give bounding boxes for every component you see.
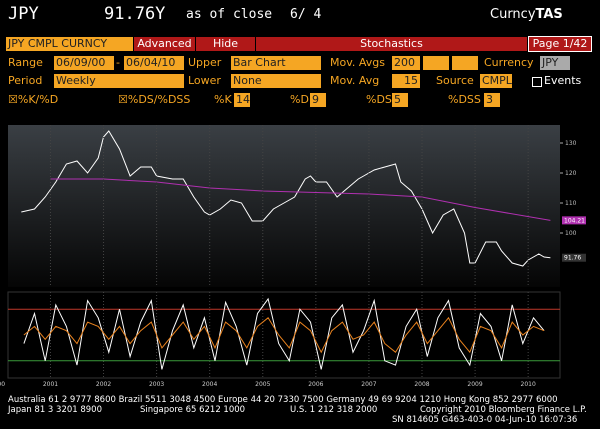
label: %DS <box>366 93 392 106</box>
x-tick-label: 2001 <box>43 381 58 388</box>
security[interactable]: JPY CMPL CURNCY <box>6 37 133 51</box>
label: - <box>116 56 120 69</box>
as-of: as of close <box>186 7 273 22</box>
y-tick-label: 110 <box>565 200 577 207</box>
y-tick-label: 130 <box>565 140 577 147</box>
x-tick-label: 2002 <box>96 381 111 388</box>
study-name: Stochastics <box>256 37 527 51</box>
x-tick-label: 2004 <box>202 381 217 388</box>
x-tick-label: 2010 <box>521 381 536 388</box>
label: %D <box>290 93 309 106</box>
y-tick-label: 100 <box>565 230 577 237</box>
x-tick-label: 2007 <box>361 381 376 388</box>
last-value-label: 104.21 <box>564 217 585 224</box>
label: Currency <box>484 56 534 69</box>
field[interactable]: 3 <box>484 93 500 107</box>
x-tick-label: 2008 <box>414 381 429 388</box>
checkbox[interactable] <box>532 77 542 87</box>
field[interactable]: 14 <box>234 93 250 107</box>
label: Source <box>436 74 474 87</box>
footer: Singapore 65 6212 1000 <box>140 405 246 415</box>
date: 6/ 4 <box>290 7 322 22</box>
label: Events <box>544 74 582 87</box>
field[interactable]: None <box>231 74 321 88</box>
ticker: JPY <box>8 4 39 24</box>
x-tick-label: 2000 <box>0 381 5 388</box>
field[interactable]: 5 <box>392 93 408 107</box>
y-tick-label: 120 <box>565 170 577 177</box>
price-panel <box>8 125 560 287</box>
series-line <box>21 130 551 267</box>
function: CurncyTAS <box>490 7 563 22</box>
footer: Japan 81 3 3201 8900 <box>8 405 103 415</box>
label: Mov. Avgs <box>330 56 385 69</box>
last-value-tag <box>562 253 586 262</box>
field[interactable]: JPY <box>540 56 570 70</box>
field[interactable]: 9 <box>310 93 326 107</box>
field[interactable]: Bar Chart <box>231 56 321 70</box>
label: %DSS <box>448 93 481 106</box>
x-tick-label: 2003 <box>149 381 164 388</box>
footer: Copyright 2010 Bloomberg Finance L.P. <box>420 405 587 415</box>
field[interactable] <box>452 56 478 70</box>
footer: SN 814605 G463-403-0 04-Jun-10 16:07:36 <box>392 415 578 425</box>
toggle[interactable]: ☒%DS/%DSS <box>118 93 191 106</box>
advanced-button[interactable]: Advanced <box>134 37 195 51</box>
last-value-label: 91.76 <box>564 255 581 262</box>
page-indicator: Page 1/42 <box>528 36 592 52</box>
series-line <box>23 316 545 354</box>
toggle[interactable]: ☒%K/%D <box>8 93 59 106</box>
function-code: TAS <box>535 7 563 22</box>
footer: U.S. 1 212 318 2000 <box>290 405 378 415</box>
label: Period <box>8 74 43 87</box>
label: Range <box>8 56 43 69</box>
hide-button[interactable]: Hide <box>196 37 255 51</box>
field[interactable]: Weekly <box>54 74 184 88</box>
label: Mov. Avg <box>330 74 380 87</box>
x-tick-label: 2005 <box>255 381 270 388</box>
field[interactable]: 06/04/10 <box>124 56 184 70</box>
label: Lower <box>188 74 221 87</box>
label: %K <box>214 93 232 106</box>
field[interactable]: 15 <box>392 74 420 88</box>
stoch-panel <box>7 291 561 379</box>
field[interactable]: 200 <box>392 56 420 70</box>
field[interactable] <box>423 56 449 70</box>
label: %K/%D <box>17 93 59 106</box>
x-tick-label: 2009 <box>467 381 482 388</box>
series-line <box>23 297 545 370</box>
x-tick-label: 2006 <box>308 381 323 388</box>
field[interactable]: CMPL <box>480 74 512 88</box>
label: Upper <box>188 56 222 69</box>
function-name: Curncy <box>490 7 536 22</box>
series-line <box>50 178 551 221</box>
footer: Australia 61 2 9777 8600 Brazil 5511 304… <box>8 395 558 405</box>
field[interactable]: 06/09/00 <box>54 56 114 70</box>
label: %DS/%DSS <box>127 93 191 106</box>
last-value-tag <box>562 216 586 225</box>
chart-area: 100 110 120 130 91.76 104.21 2000 2001 2002 2003 2… <box>0 112 600 395</box>
price: 91.76Y <box>104 4 166 24</box>
